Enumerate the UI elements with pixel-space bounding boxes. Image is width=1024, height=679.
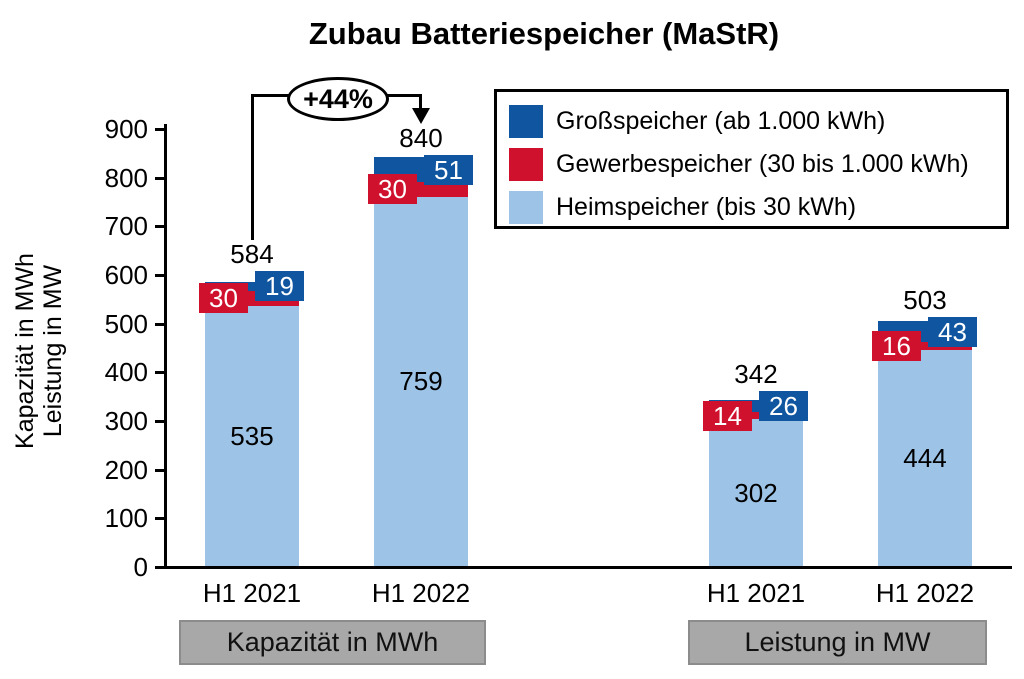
y-tick-mark xyxy=(155,128,164,131)
y-tick-mark xyxy=(155,176,164,180)
value-label-heimspeicher: 759 xyxy=(399,366,443,397)
value-label-heimspeicher: 535 xyxy=(230,420,274,451)
x-tick-label: H1 2022 xyxy=(371,578,471,608)
y-tick-label: 800 xyxy=(104,162,148,193)
legend-item-heimspeicher: Heimspeicher (bis 30 kWh) xyxy=(509,190,856,224)
chart-title: Zubau Batteriespeicher (MaStR) xyxy=(308,16,780,51)
value-label-grossspeicher: 26 xyxy=(759,390,808,421)
y-tick-label: 100 xyxy=(104,503,148,534)
value-label-gewerbespeicher: 30 xyxy=(199,283,248,314)
y-tick-mark xyxy=(155,566,164,569)
annotation-arrow-down-icon xyxy=(412,108,430,124)
y-tick-label: 600 xyxy=(104,260,148,290)
y-tick-label: 300 xyxy=(104,406,148,436)
x-tick-label: H1 2021 xyxy=(202,578,302,608)
segment-heimspeicher xyxy=(878,349,972,566)
legend-swatch-grossspeicher xyxy=(509,104,543,138)
annotation-text: +44% xyxy=(303,83,373,114)
y-tick-label: 900 xyxy=(104,114,148,144)
annotation-bracket-left-vertical xyxy=(251,94,254,240)
legend-label-grossspeicher: Großspeicher (ab 1.000 kWh) xyxy=(556,106,886,135)
y-tick-mark xyxy=(155,322,164,326)
value-label-gewerbespeicher: 30 xyxy=(368,174,417,205)
bar-total-label: 503 xyxy=(903,284,947,315)
legend-swatch-heimspeicher xyxy=(509,190,543,224)
value-label-heimspeicher: 444 xyxy=(903,442,947,473)
annotation-bracket-right-vertical xyxy=(419,94,422,112)
legend-item-gewerbespeicher: Gewerbespeicher (30 bis 1.000 kWh) xyxy=(509,147,969,181)
segment-gewerbespeicher xyxy=(878,342,972,350)
y-tick-label: 400 xyxy=(104,357,148,388)
value-label-gewerbespeicher: 16 xyxy=(872,331,921,362)
group-label-kapazit-t-in-mwh: Kapazität in MWh xyxy=(179,620,486,665)
y-tick-mark xyxy=(155,468,164,472)
x-tick-label: H1 2021 xyxy=(706,578,806,608)
segment-heimspeicher xyxy=(205,305,299,566)
segment-gewerbespeicher xyxy=(709,412,803,420)
y-tick-mark xyxy=(155,274,164,277)
segment-heimspeicher xyxy=(374,196,468,566)
group-label-leistung-in-mw: Leistung in MW xyxy=(688,620,987,665)
bar-total-label: 840 xyxy=(399,122,443,153)
x-tick-label: H1 2022 xyxy=(875,578,975,608)
bar-total-label: 342 xyxy=(734,358,778,389)
bar-total-label: 584 xyxy=(230,239,274,270)
y-tick-mark xyxy=(155,420,164,423)
legend-item-grossspeicher: Großspeicher (ab 1.000 kWh) xyxy=(509,104,885,138)
legend-label-heimspeicher: Heimspeicher (bis 30 kWh) xyxy=(556,192,857,221)
y-tick-mark xyxy=(155,225,164,229)
y-tick-label: 0 xyxy=(133,552,148,582)
y-tick-label: 200 xyxy=(104,454,148,485)
value-label-grossspeicher: 43 xyxy=(928,316,977,347)
annotation-bubble: +44% xyxy=(287,77,389,121)
legend-swatch-gewerbespeicher xyxy=(509,147,543,181)
value-label-gewerbespeicher: 14 xyxy=(703,400,752,431)
y-tick-mark xyxy=(155,517,164,521)
segment-grossspeicher xyxy=(205,281,299,292)
value-label-grossspeicher: 19 xyxy=(255,271,304,302)
legend-label-gewerbespeicher: Gewerbespeicher (30 bis 1.000 kWh) xyxy=(556,149,969,178)
x-axis-line xyxy=(164,566,1012,569)
y-tick-mark xyxy=(155,371,164,375)
legend: Großspeicher (ab 1.000 kWh) Gewerbespeich… xyxy=(494,89,1009,229)
y-tick-label: 700 xyxy=(104,211,148,242)
y-tick-label: 500 xyxy=(104,308,148,339)
value-label-grossspeicher: 51 xyxy=(424,154,473,185)
value-label-heimspeicher: 302 xyxy=(734,477,778,508)
segment-heimspeicher xyxy=(709,419,803,566)
y-axis-line xyxy=(164,124,167,569)
